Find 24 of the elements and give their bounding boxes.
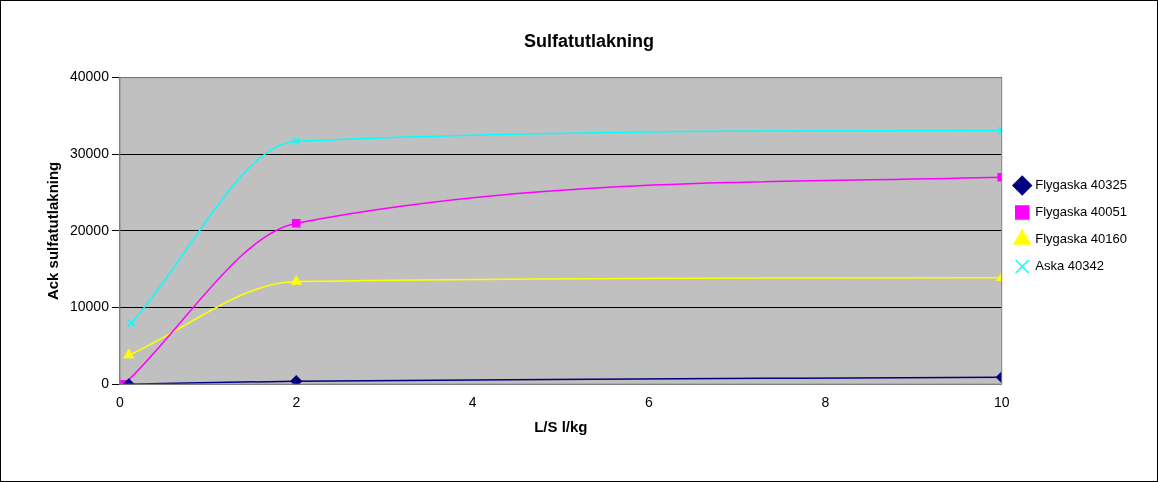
chart-title: Sulfatutlakning (524, 30, 654, 51)
y-tick-label: 20000 (69, 221, 110, 238)
point (292, 218, 301, 228)
point (292, 136, 301, 146)
point (291, 275, 302, 285)
y-tick-label: 40000 (69, 68, 110, 85)
x-axis-title: L/S l/kg (534, 418, 588, 436)
x-tick-label: 2 (292, 394, 301, 411)
legend-label: Flygaska 40160 (1035, 231, 1127, 247)
y-axis-title: Ack sulfatutlakning (44, 161, 62, 301)
y-tick-label: 30000 (69, 145, 110, 162)
point (123, 349, 134, 359)
point (290, 375, 303, 385)
point (127, 318, 136, 328)
y-tick-label: 10000 (69, 298, 110, 315)
x-tick-label: 6 (645, 394, 654, 411)
y-tick-label: 0 (101, 375, 110, 392)
x-tick-label: 0 (116, 394, 125, 411)
legend-label: Flygaska 40051 (1035, 204, 1127, 220)
x-tick-label: 8 (821, 394, 830, 411)
x-tick-label: 4 (468, 394, 477, 411)
legend-label: Flygaska 40325 (1035, 177, 1127, 193)
legend-label: Aska 40342 (1035, 258, 1104, 274)
x-tick-label: 10 (993, 394, 1010, 411)
